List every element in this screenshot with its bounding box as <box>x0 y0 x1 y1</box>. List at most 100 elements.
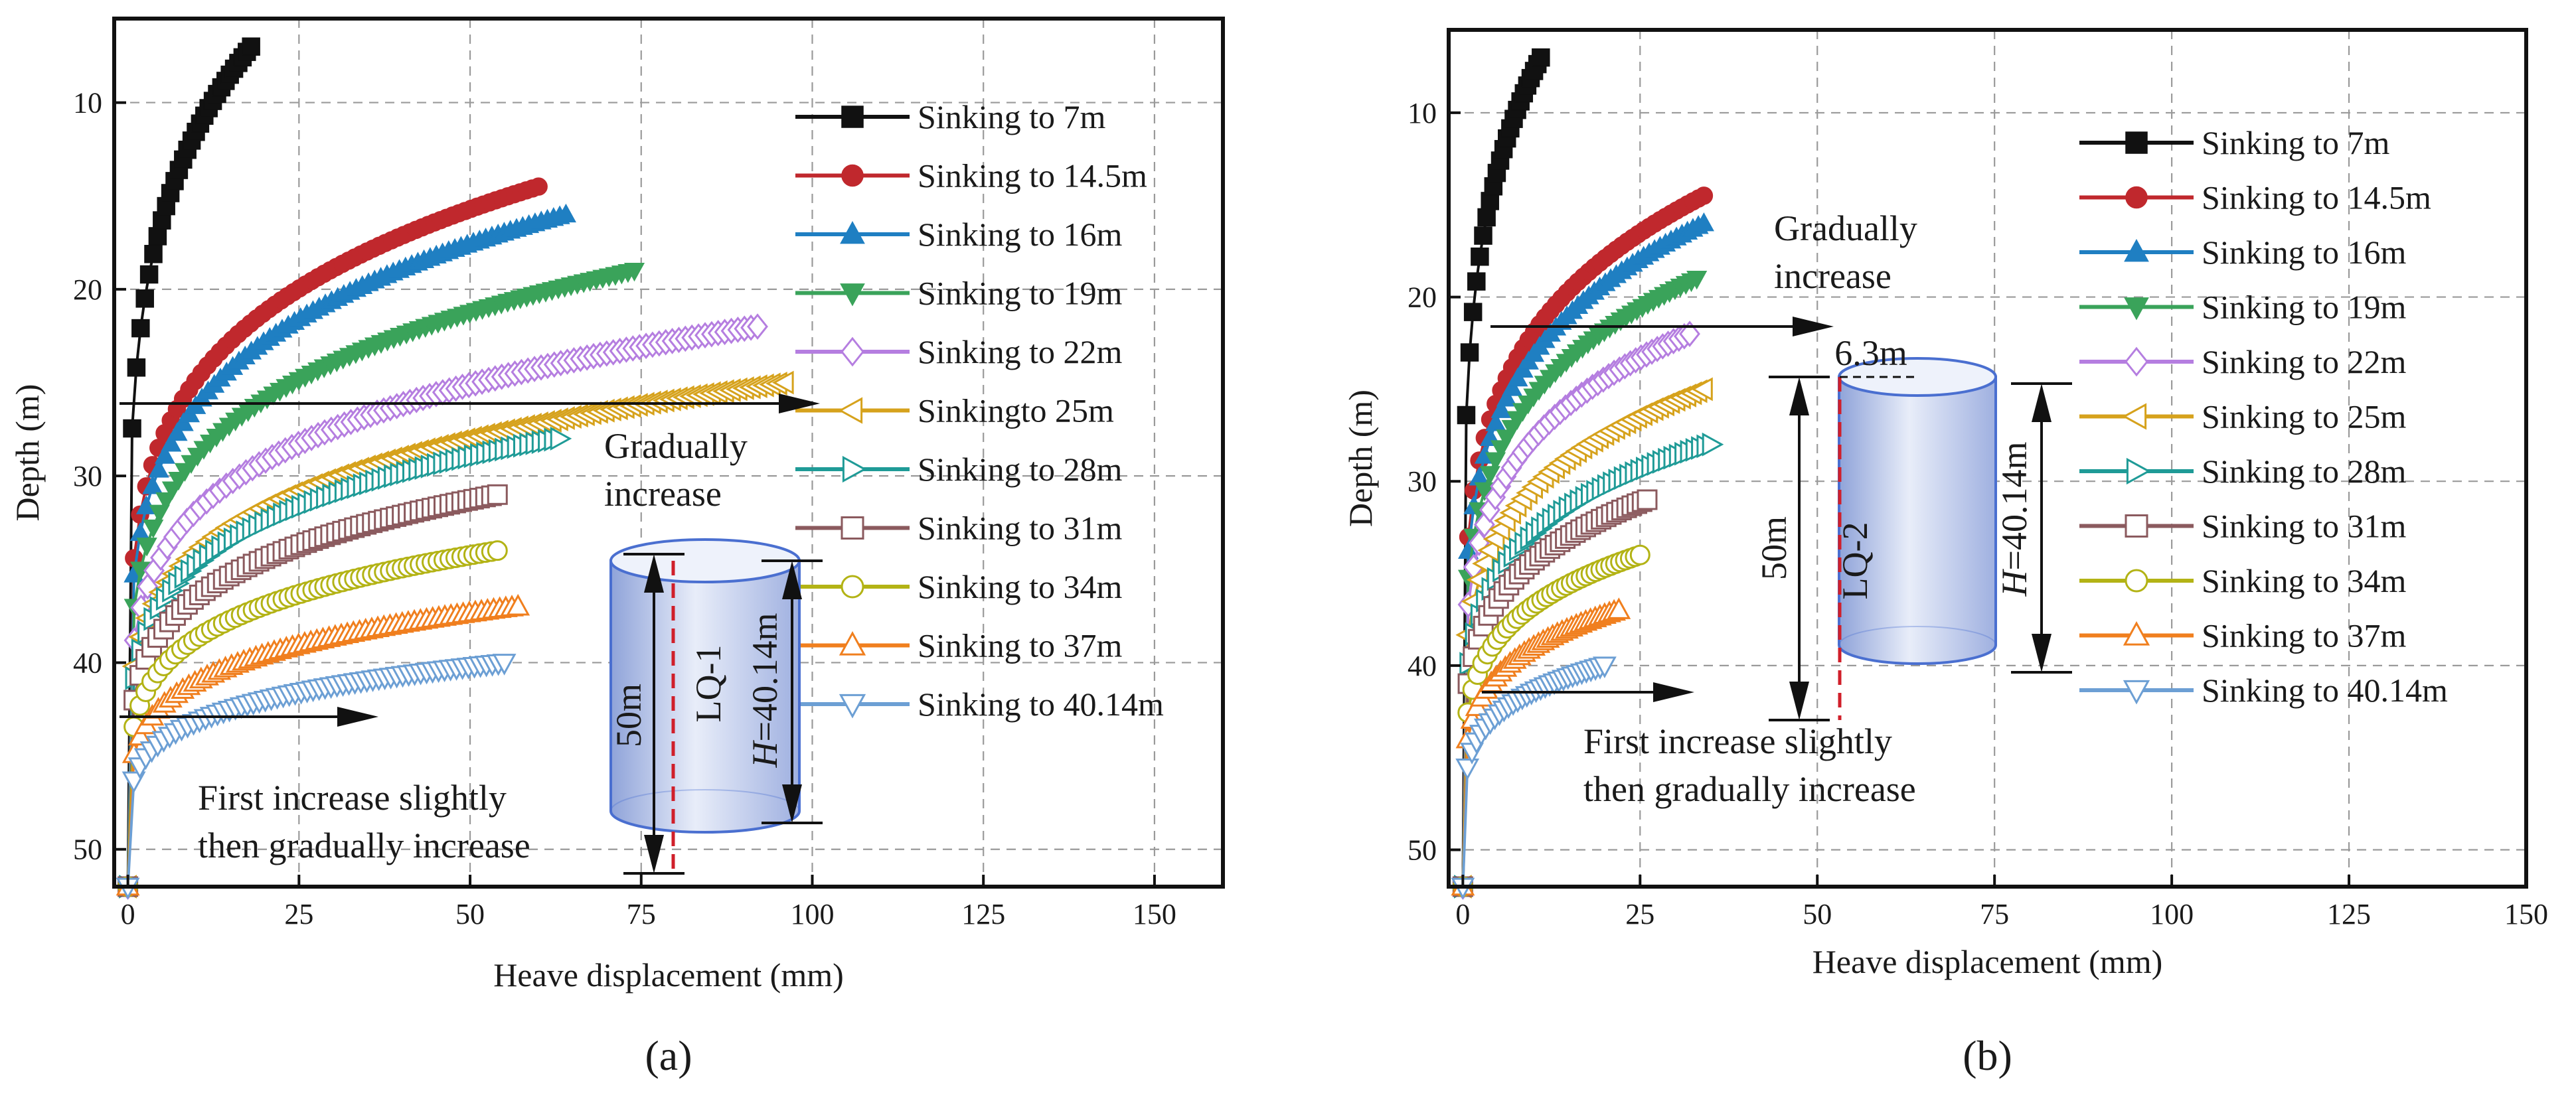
legend-marker <box>841 575 864 599</box>
legend-marker <box>839 694 866 719</box>
data-point <box>1502 377 1523 396</box>
legend-marker <box>2123 621 2150 646</box>
data-point <box>1474 226 1492 245</box>
legend-label: Sinking to 14.5m <box>2202 179 2431 216</box>
sink-depth-dimension-head-top <box>2032 384 2052 422</box>
arrow-first-head <box>1653 682 1694 702</box>
legend-entry: Sinking to 28m <box>795 451 1122 488</box>
sink-depth-label: H=40.14m <box>745 613 785 769</box>
legend-entry: Sinking to 19m <box>2079 289 2406 326</box>
data-point <box>123 419 141 438</box>
plot-area <box>115 37 794 900</box>
data-point <box>771 370 794 395</box>
legend-marker <box>2122 403 2147 430</box>
series-sinking-to-16m <box>118 203 576 895</box>
data-point <box>1455 759 1480 780</box>
data-point <box>128 723 152 746</box>
annotation-first-line2: then gradually increase <box>198 826 530 865</box>
data-point <box>1532 48 1550 67</box>
legend-marker <box>2125 514 2148 538</box>
x-tick-label: 125 <box>961 898 1005 930</box>
data-point <box>623 262 645 282</box>
x-axis-title: Heave displacement (mm) <box>1812 943 2163 980</box>
legend-entry: Sinking to 40.14m <box>795 686 1164 723</box>
sink-depth-value: =40.14m <box>745 613 785 742</box>
legend-entry: Sinking to 31m <box>2079 508 2406 545</box>
legend-label: Sinking to 19m <box>2202 289 2406 326</box>
legend: Sinking to 7m Sinking to 14.5m Sinking to … <box>795 98 1164 723</box>
legend-label: Sinking to 19m <box>918 275 1122 312</box>
data-point <box>167 421 188 441</box>
data-point <box>1679 321 1700 348</box>
y-tick-label: 20 <box>1408 281 1437 314</box>
pile-cylinder-back-edge <box>1838 626 1996 646</box>
legend-marker <box>841 516 864 540</box>
legend-label: Sinking to 31m <box>2202 508 2406 545</box>
annotations: Gradually increase First increase slightly… <box>1482 208 2072 809</box>
legend-label: Sinking to 25m <box>2202 398 2406 435</box>
legend-label: Sinking to 16m <box>2202 234 2406 271</box>
y-tick-label: 20 <box>73 273 102 306</box>
legend-label: Sinking to 7m <box>2202 124 2389 161</box>
legend-label: Sinking to 34m <box>2202 562 2406 599</box>
data-point <box>148 459 169 478</box>
data-point <box>143 519 164 539</box>
data-point <box>1485 412 1506 431</box>
y-tick-label: 40 <box>1408 650 1437 682</box>
data-point <box>136 538 157 557</box>
sink-depth-dimension-head-bottom <box>2032 634 2052 672</box>
data-point <box>529 177 548 196</box>
legend-label: Sinking to 40.14m <box>2202 672 2448 709</box>
sink-depth-symbol: H <box>1994 568 2034 597</box>
pile-cylinder-body <box>1838 376 1997 665</box>
x-tick-label: 0 <box>1455 898 1470 930</box>
annotations: Gradually increase First increase slightly… <box>120 394 823 875</box>
length-dimension-head-bottom <box>644 835 664 873</box>
legend-label: Sinking to 37m <box>918 627 1122 664</box>
data-point <box>1471 247 1489 266</box>
data-point <box>127 358 146 377</box>
series-sinking-to-28m <box>119 426 572 899</box>
data-point <box>1637 489 1658 510</box>
y-tick-label: 50 <box>73 834 102 866</box>
series-sinking-to-31m <box>118 484 508 897</box>
y-tick-label: 40 <box>73 646 102 679</box>
legend-marker <box>838 397 863 424</box>
length-dimension-head-top <box>644 554 664 593</box>
legend-entry: Sinking to 31m <box>795 510 1122 547</box>
legend-entry: Sinking to 7m <box>2079 124 2389 161</box>
series-sinking-to-16m <box>1452 212 1714 895</box>
legend: Sinking to 7m Sinking to 14.5m Sinking to … <box>2079 124 2448 709</box>
legend-marker <box>2125 131 2148 154</box>
legend-marker <box>2124 297 2149 321</box>
series-sinking-to-37m <box>1451 597 1631 896</box>
x-tick-label: 50 <box>1803 898 1832 930</box>
plot-frame <box>112 17 1225 889</box>
data-point <box>550 426 572 451</box>
length-dimension-head-bottom <box>1789 682 1809 720</box>
legend-label: Sinking to 28m <box>2202 453 2406 490</box>
legend-entry: Sinking to 7m <box>795 98 1105 135</box>
legend-entry: Sinking to 22m <box>795 333 1122 370</box>
axes: 0 25 50 75 100 125 150 10 20 30 40 50 Heave displace… <box>1342 97 2548 980</box>
pile-name-label: LQ-1 <box>688 645 728 723</box>
data-point <box>1702 432 1724 457</box>
data-point <box>1691 377 1713 402</box>
legend-entry: Sinking to 22m <box>2079 343 2406 380</box>
offset-label: 6.3m <box>1834 333 1907 373</box>
data-point <box>144 245 163 263</box>
data-point <box>154 445 175 464</box>
sink-depth-dimension-head-top <box>782 561 802 599</box>
data-point <box>555 203 576 223</box>
legend-entry: Sinking to 14.5m <box>795 157 1147 194</box>
x-axis-title: Heave displacement (mm) <box>493 956 844 993</box>
legend-entry: Sinking to 25m <box>2079 398 2406 435</box>
data-point <box>1607 597 1631 619</box>
annotation-gradual-line1: Gradually <box>1774 208 1917 248</box>
arrow-gradual-head <box>1793 317 1834 336</box>
y-tick-label: 50 <box>1408 834 1437 866</box>
y-axis-title: Depth (m) <box>9 384 46 522</box>
legend-marker <box>840 283 865 307</box>
